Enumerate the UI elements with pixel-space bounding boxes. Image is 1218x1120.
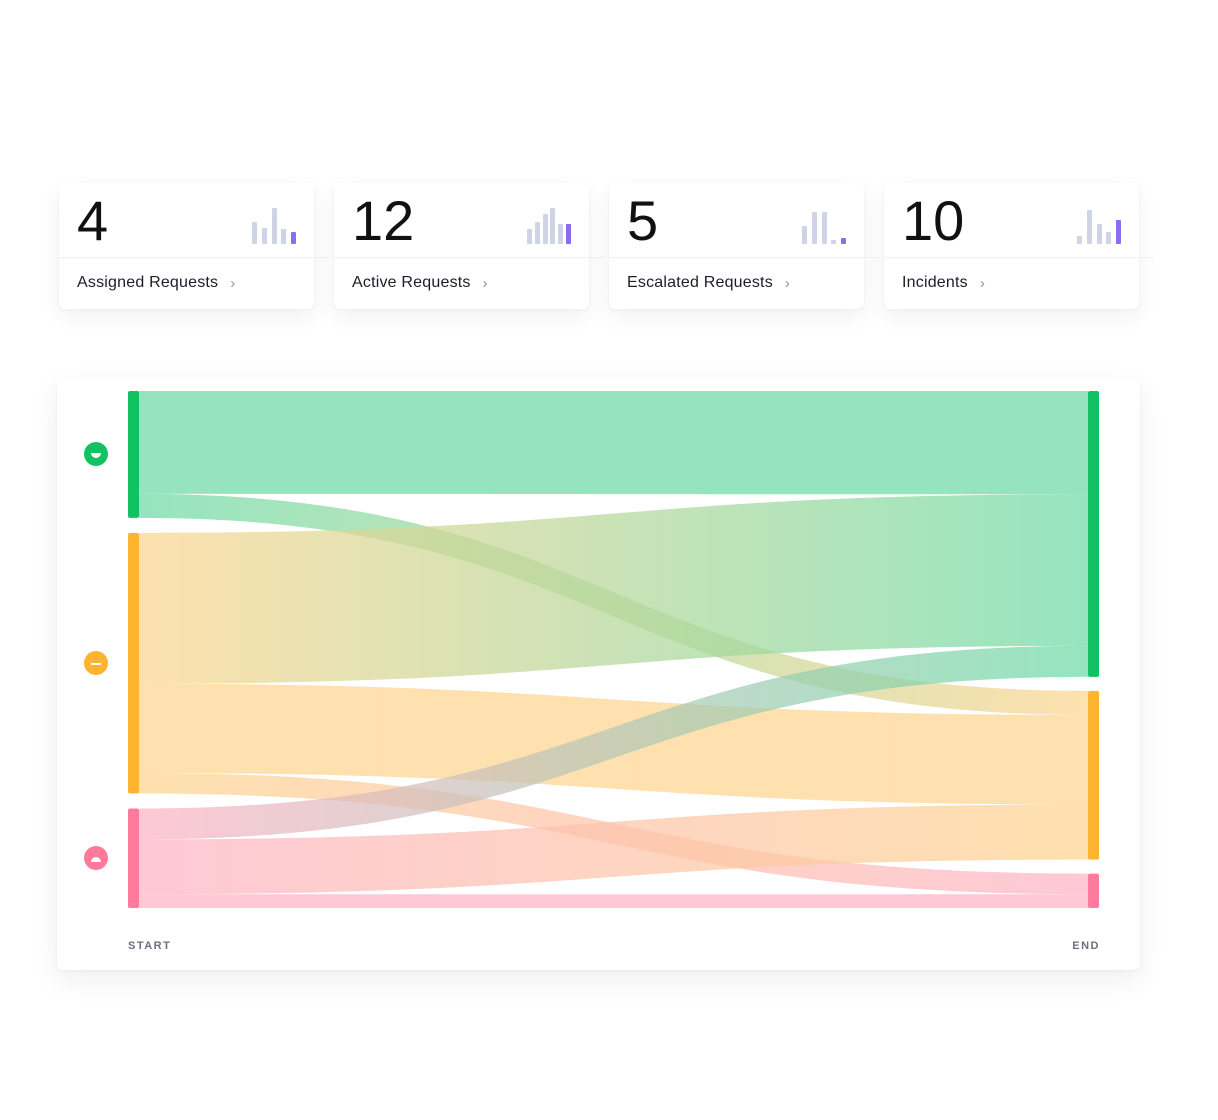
- mini-bar: [802, 226, 807, 244]
- chevron-right-icon: ›: [482, 275, 488, 292]
- bar-chart-icon: [802, 208, 846, 244]
- stat-link[interactable]: Assigned Requests ›: [77, 274, 235, 292]
- end-node-positive[interactable]: [1088, 391, 1099, 677]
- stat-label: Assigned Requests: [77, 274, 219, 291]
- happy-face-icon: [84, 442, 108, 467]
- stat-card-escalated[interactable]: 5 Escalated Requests ›: [609, 183, 879, 309]
- card-divider: [609, 257, 879, 258]
- mini-bar: [811, 212, 817, 244]
- flow-link-negative-to-positive[interactable]: [139, 645, 1088, 840]
- mini-bar: [1077, 236, 1082, 244]
- bar-chart-icon: [252, 208, 296, 244]
- mini-bar: [252, 221, 257, 244]
- mini-bar: [271, 208, 277, 244]
- mini-bar: [1096, 224, 1102, 244]
- start-node-negative[interactable]: [128, 808, 139, 908]
- flow-link-neutral-to-positive[interactable]: [139, 494, 1088, 684]
- stat-card-incidents[interactable]: 10 Incidents ›: [884, 183, 1154, 309]
- stat-card-active[interactable]: 12 Active Requests ›: [334, 183, 604, 309]
- neutral-face-icon: [84, 651, 108, 676]
- mini-bar: [558, 223, 564, 244]
- card-divider: [334, 257, 604, 258]
- chevron-right-icon: ›: [784, 275, 791, 292]
- chevron-right-icon: ›: [979, 275, 986, 292]
- stat-link[interactable]: Incidents ›: [902, 274, 985, 292]
- bar-chart-icon: [527, 208, 571, 244]
- card-divider: [884, 257, 1154, 258]
- mini-bar: [534, 221, 540, 244]
- end-node-neutral[interactable]: [1088, 690, 1099, 860]
- axis-label-start: START: [128, 940, 172, 952]
- stat-value: 5: [627, 189, 659, 252]
- card-divider: [59, 257, 329, 258]
- end-node-negative[interactable]: [1088, 873, 1099, 908]
- sad-face-icon: [84, 846, 108, 871]
- mini-bar: [1116, 219, 1121, 244]
- mini-bar: [1086, 209, 1092, 244]
- mini-bar: [527, 228, 532, 244]
- stat-value: 12: [352, 189, 415, 252]
- stat-value: 4: [77, 189, 109, 252]
- chevron-right-icon: ›: [230, 275, 236, 292]
- flow-link-negative-to-negative[interactable]: [139, 894, 1088, 908]
- start-node-neutral[interactable]: [128, 532, 139, 794]
- stat-label: Active Requests: [352, 274, 471, 291]
- stat-label: Incidents: [902, 274, 968, 291]
- mini-bar: [831, 240, 837, 244]
- start-node-positive[interactable]: [128, 391, 139, 518]
- bar-chart-icon: [1077, 208, 1121, 244]
- mini-bar: [566, 223, 571, 244]
- mini-bar: [261, 227, 267, 244]
- mini-bar: [291, 232, 296, 244]
- mini-bar: [542, 213, 548, 244]
- mini-bar: [281, 228, 287, 244]
- axis-label-end: END: [1072, 940, 1100, 952]
- stat-link[interactable]: Escalated Requests ›: [627, 274, 790, 292]
- sentiment-flow-card: START END: [57, 378, 1140, 970]
- sankey-chart: [128, 391, 1099, 908]
- mini-bar: [1106, 232, 1112, 244]
- stat-value: 10: [902, 189, 965, 252]
- mini-bar: [821, 212, 827, 244]
- flow-link-positive-to-positive[interactable]: [139, 391, 1088, 495]
- face-mouth: [91, 663, 101, 666]
- face-mouth: [91, 857, 101, 863]
- mini-bar: [550, 208, 556, 244]
- face-mouth: [91, 453, 101, 459]
- stat-label: Escalated Requests: [627, 274, 773, 291]
- stat-card-assigned[interactable]: 4 Assigned Requests ›: [59, 183, 329, 309]
- stat-link[interactable]: Active Requests ›: [352, 274, 488, 292]
- flow-link-negative-to-neutral[interactable]: [139, 804, 1088, 895]
- mini-bar: [841, 237, 846, 244]
